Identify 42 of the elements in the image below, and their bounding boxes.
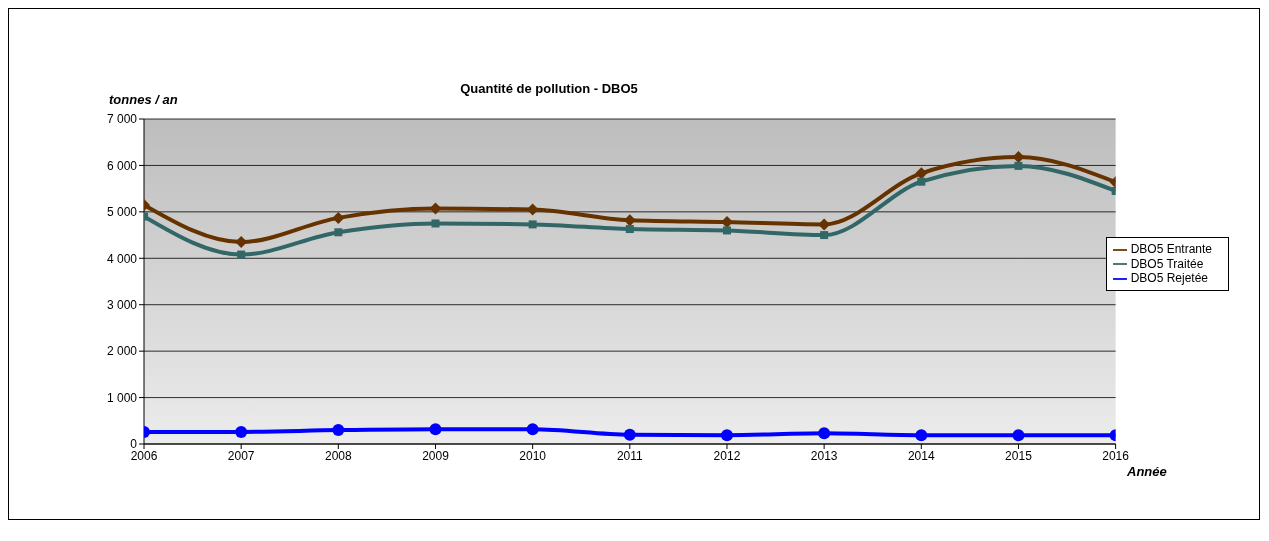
point <box>332 424 345 437</box>
x-axis-title: Année <box>1127 464 1167 479</box>
point <box>915 429 928 442</box>
x-tick-label: 2013 <box>810 448 838 463</box>
x-tick-label: 2007 <box>227 448 255 463</box>
point <box>623 428 636 441</box>
point <box>429 423 442 436</box>
y-tick-label: 2 000 <box>106 344 138 359</box>
y-axis-title: tonnes / an <box>109 92 178 107</box>
legend-label: DBO5 Rejetée <box>1130 271 1208 286</box>
point <box>625 225 634 234</box>
point <box>818 427 831 440</box>
point <box>528 220 537 229</box>
x-tick-label: 2008 <box>324 448 352 463</box>
point <box>722 226 731 235</box>
x-tick-label: 2014 <box>907 448 935 463</box>
y-tick-label: 3 000 <box>106 297 138 312</box>
point <box>1012 429 1025 442</box>
legend-label: DBO5 Traitée <box>1130 256 1204 271</box>
point <box>1014 161 1023 170</box>
y-tick-label: 4 000 <box>106 251 138 266</box>
x-tick-label: 2012 <box>713 448 741 463</box>
point <box>334 228 343 237</box>
x-tick-label: 2011 <box>616 448 644 463</box>
legend-label: DBO5 Entrante <box>1130 241 1212 256</box>
point <box>526 423 539 436</box>
y-tick-label: 6 000 <box>106 158 138 173</box>
point <box>720 429 733 442</box>
x-tick-label: 2010 <box>519 448 547 463</box>
point <box>237 250 246 259</box>
y-tick-label: 7 000 <box>106 112 138 127</box>
point <box>332 211 345 224</box>
y-tick-label: 1 000 <box>106 390 138 405</box>
chart-title: Quantité de pollution - DBO5 <box>460 81 638 96</box>
y-tick-label: 5 000 <box>106 205 138 220</box>
x-tick-label: 2016 <box>1102 448 1130 463</box>
point <box>820 231 829 240</box>
x-tick-label: 2009 <box>422 448 450 463</box>
point <box>917 177 926 186</box>
point <box>431 219 440 228</box>
x-tick-label: 2015 <box>1005 448 1033 463</box>
point <box>235 425 248 438</box>
